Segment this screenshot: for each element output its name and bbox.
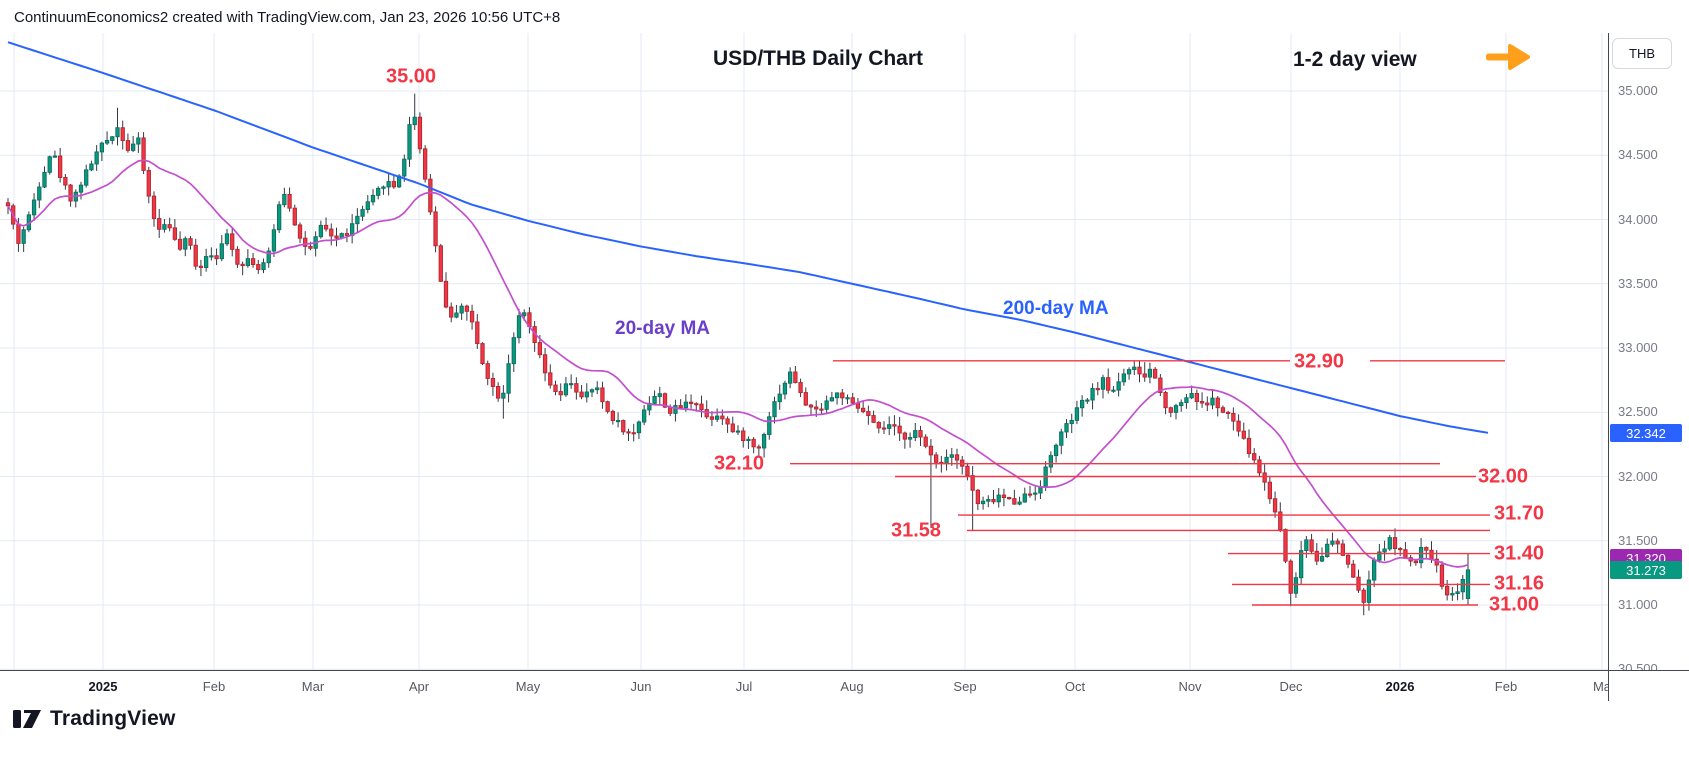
tradingview-logo-icon xyxy=(13,710,41,728)
time-tick-Nov: Nov xyxy=(1178,679,1202,694)
time-tick-Ma: Ma xyxy=(1592,679,1608,694)
time-tick-Jul: Jul xyxy=(735,679,753,694)
attribution-text: ContinuumEconomics2 created with Trading… xyxy=(14,9,561,26)
time-tick-Mar: Mar xyxy=(301,679,325,694)
time-axis[interactable]: 2025 Feb Mar Apr May Jun Jul Aug Sep Oct Nov Dec 202… xyxy=(0,671,1608,701)
axis-horizontal-separator xyxy=(0,670,1689,671)
time-tick-Aug: Aug xyxy=(840,679,864,694)
view-note-label: 1-2 day view xyxy=(1293,48,1417,71)
axis-vertical-separator xyxy=(1608,33,1609,701)
price-tick-33.500: 33.500 xyxy=(1618,275,1658,291)
candlestick-chart-svg xyxy=(0,33,1608,671)
price-tick-33.000: 33.000 xyxy=(1618,340,1658,355)
orange-right-arrow-icon xyxy=(1485,42,1532,72)
time-tick-Sep: Sep xyxy=(953,679,977,694)
price-tick-34.500: 34.500 xyxy=(1618,147,1658,163)
time-tick-May: May xyxy=(515,679,541,694)
time-tick-Jun: Jun xyxy=(630,679,652,694)
price-tick-30.500: 30.500 xyxy=(1618,661,1658,670)
price-axis[interactable]: 35.000 34.500 34.000 33.500 33.000 32.500 32.0… xyxy=(1609,33,1689,670)
price-tick-34.000: 34.000 xyxy=(1618,211,1658,227)
chart-title: USD/THB Daily Chart xyxy=(713,47,924,70)
time-tick-2025: 2025 xyxy=(88,679,118,694)
tradingview-logo[interactable]: TradingView xyxy=(12,704,176,734)
price-tick-32.000: 32.000 xyxy=(1618,468,1658,484)
chart-canvas[interactable] xyxy=(0,33,1608,671)
time-tick-2026: 2026 xyxy=(1385,679,1415,694)
time-tick-Apr: Apr xyxy=(408,679,430,694)
time-tick-Oct: Oct xyxy=(1064,679,1086,694)
price-tick-32.500: 32.500 xyxy=(1618,404,1658,420)
currency-toggle-button[interactable]: THB xyxy=(1612,38,1672,69)
price-tick-35.000: 35.000 xyxy=(1618,83,1658,98)
price-tick-31.000: 31.000 xyxy=(1618,597,1658,612)
time-tick-Feb: Feb xyxy=(202,679,226,694)
time-tick-Dec: Dec xyxy=(1279,679,1303,694)
price-tick-31.500: 31.500 xyxy=(1618,532,1658,548)
tradingview-logo-text: TradingView xyxy=(50,707,176,730)
time-tick-Feb: Feb xyxy=(1494,679,1518,694)
